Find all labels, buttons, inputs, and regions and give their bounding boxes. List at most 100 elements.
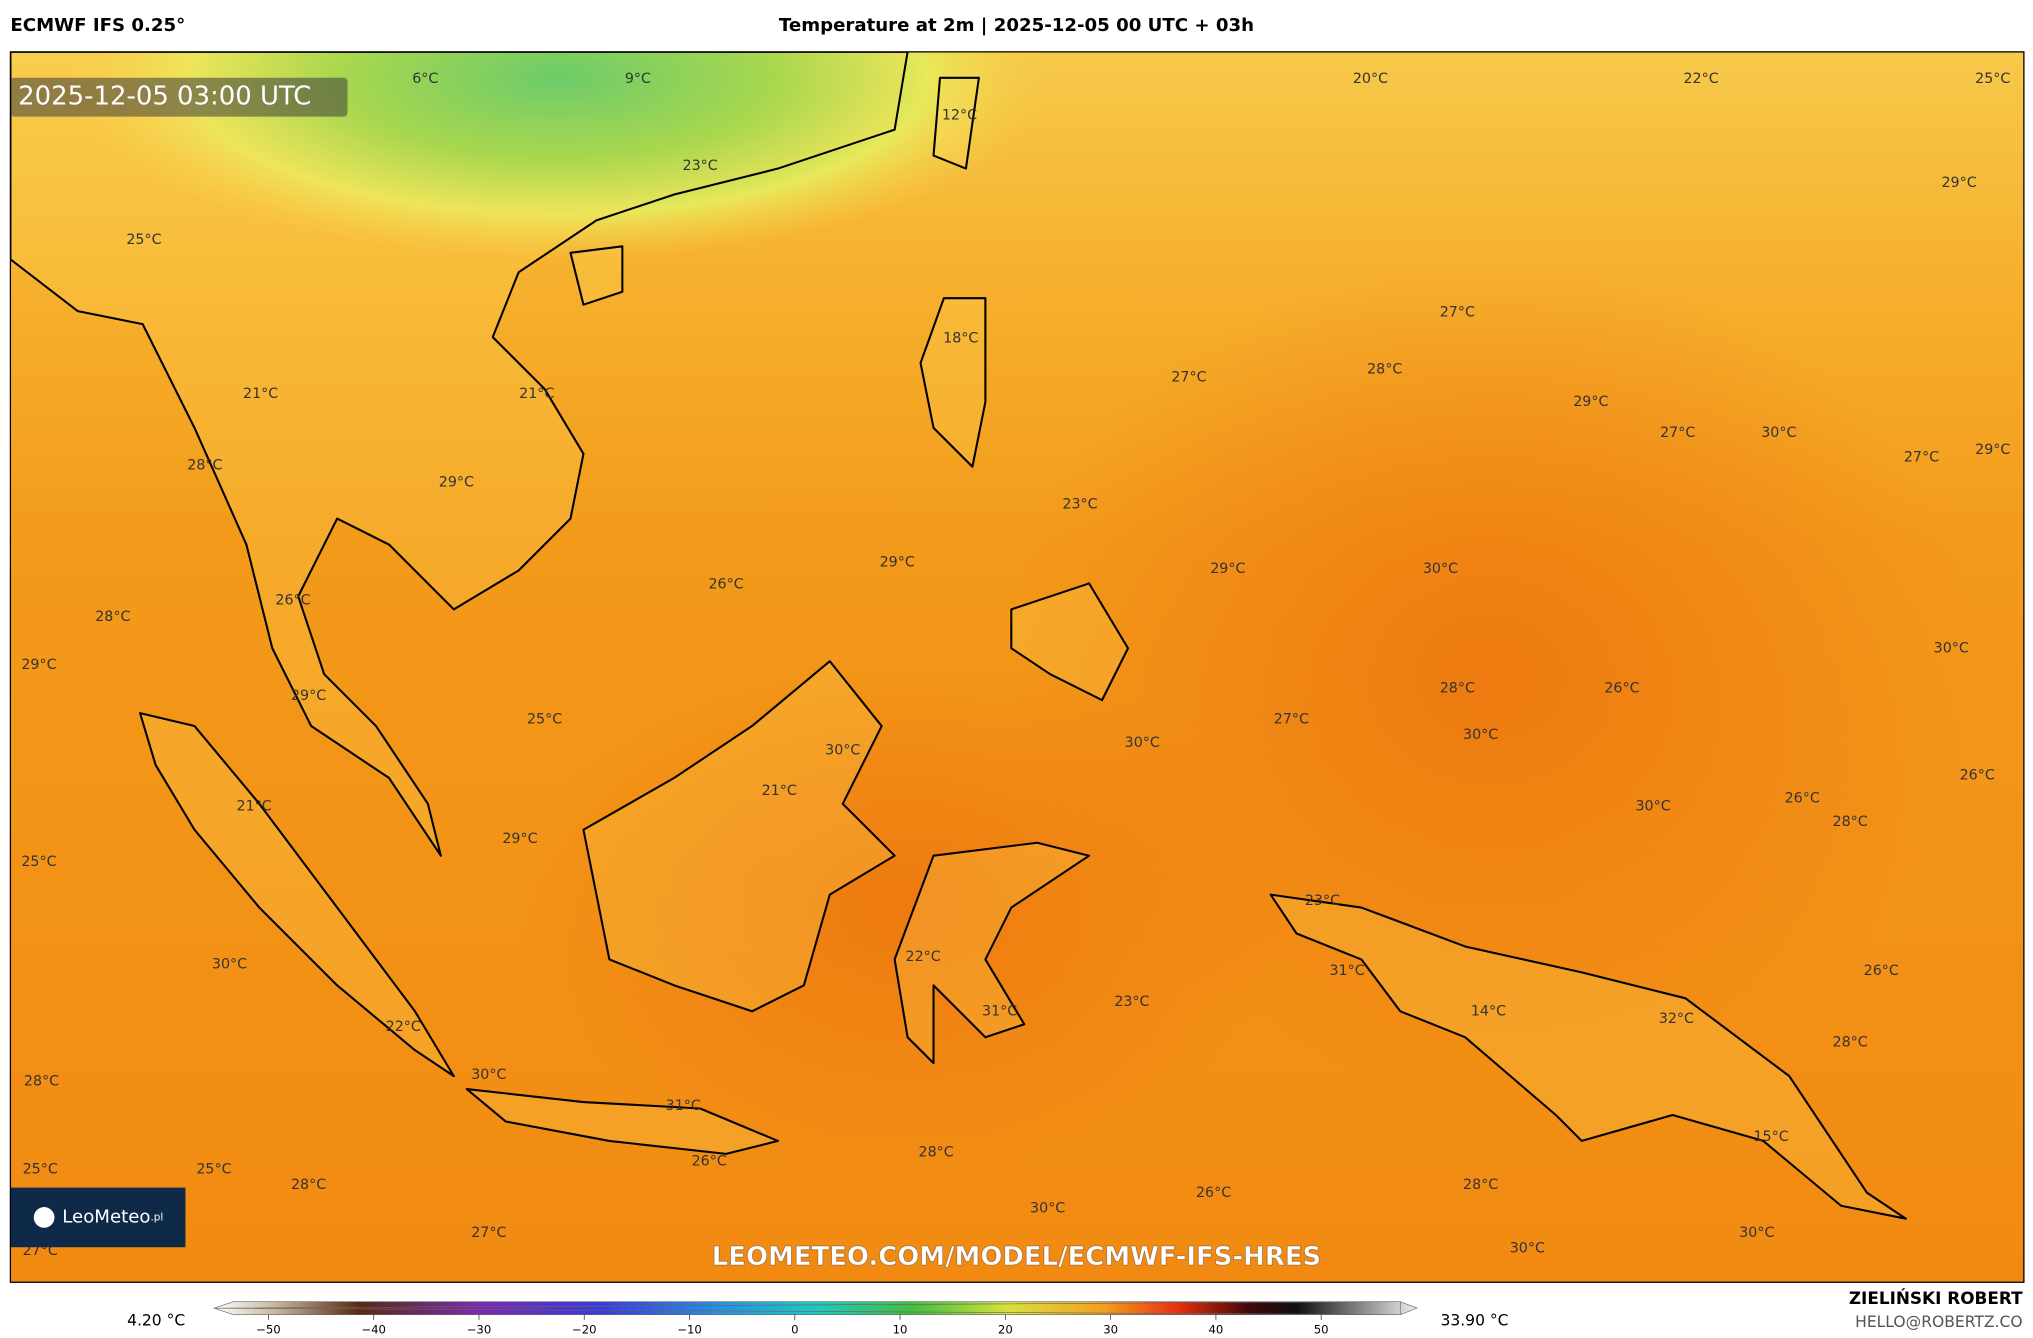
colorbar-ticks: −50 −40 −30 −20 −10 0 10 20 30 40 50	[256, 1314, 1329, 1337]
temperature-label: 30°C	[1125, 735, 1160, 751]
temperature-label: 28°C	[1833, 1034, 1868, 1050]
temperature-label: 21°C	[243, 386, 278, 402]
temperature-label: 30°C	[471, 1067, 506, 1083]
colorbar-tick-label: −40	[361, 1323, 386, 1337]
colorbar-tick-label: 0	[791, 1323, 798, 1337]
colorbar-tick-label: −10	[677, 1323, 702, 1337]
temperature-label: 28°C	[95, 609, 130, 625]
temperature-label: 30°C	[1635, 798, 1670, 814]
temperature-label: 25°C	[196, 1161, 231, 1177]
temperature-label: 28°C	[24, 1073, 59, 1089]
temperature-label: 30°C	[1030, 1200, 1065, 1216]
temperature-label: 30°C	[212, 957, 247, 973]
logo-suffix: .pl	[151, 1211, 164, 1223]
temperature-label: 31°C	[1330, 963, 1365, 979]
temperature-label: 6°C	[412, 71, 438, 87]
temperature-label: 29°C	[880, 555, 915, 571]
temperature-label: 29°C	[1975, 442, 2010, 458]
temperature-label: 27°C	[1904, 450, 1939, 466]
timestamp: 2025-12-05 03:00 UTC	[18, 82, 311, 112]
temperature-label: 25°C	[126, 232, 161, 248]
temperature-label: 25°C	[1975, 71, 2010, 87]
temperature-label: 23°C	[1305, 893, 1340, 909]
temperature-label: 27°C	[471, 1225, 506, 1241]
temperature-label: 30°C	[1463, 727, 1498, 743]
temperature-label: 30°C	[1423, 561, 1458, 577]
temperature-label: 26°C	[708, 577, 743, 593]
temperature-label: 29°C	[1941, 175, 1976, 191]
luzon	[919, 297, 987, 468]
temperature-label: 25°C	[23, 1161, 58, 1177]
temperature-label: 31°C	[982, 1003, 1017, 1019]
temperature-label: 20°C	[1353, 71, 1388, 87]
mainland-asia	[10, 51, 909, 857]
temperature-label: 18°C	[943, 330, 978, 346]
temperature-label: 30°C	[1510, 1241, 1545, 1257]
temperature-label: 9°C	[625, 71, 651, 87]
borneo	[582, 660, 896, 1013]
temperature-label: 23°C	[1114, 994, 1149, 1010]
temperature-label: 21°C	[237, 798, 272, 814]
colorbar-tick-label: −30	[467, 1323, 492, 1337]
temperature-label: 15°C	[1753, 1129, 1788, 1145]
email: HELLO@ROBERTZ.CO	[1855, 1313, 2022, 1331]
colorbar-tick-label: 30	[1103, 1323, 1118, 1337]
temperature-label: 28°C	[291, 1177, 326, 1193]
temperature-label: 22°C	[1683, 71, 1718, 87]
logo: LeoMeteo.pl	[62, 1206, 163, 1227]
temperature-label: 26°C	[692, 1154, 727, 1170]
temperature-label: 22°C	[906, 949, 941, 965]
temperature-label: 26°C	[1604, 680, 1639, 696]
map-title: Temperature at 2m | 2025-12-05 00 UTC + …	[779, 15, 1254, 36]
temperature-label: 27°C	[1274, 712, 1309, 728]
author: ZIELIŃSKI ROBERT	[1849, 1287, 2023, 1308]
new-guinea	[1269, 893, 1907, 1220]
timestamp-box	[10, 77, 348, 117]
map: 6°C 9°C 12°C 23°C 20°C 22°C 25°C 29°C 25°C 18°C 27…	[10, 51, 2024, 1283]
temperature-label: 12°C	[942, 107, 977, 123]
temperature-label: 28°C	[1367, 362, 1402, 378]
temperature-label: 23°C	[683, 158, 718, 174]
temperature-labels: 6°C 9°C 12°C 23°C 20°C 22°C 25°C 29°C 25°C 18°C 27…	[21, 71, 2010, 1259]
temperature-label: 26°C	[1196, 1185, 1231, 1201]
temperature-label: 21°C	[762, 783, 797, 799]
logo-sun	[33, 1207, 55, 1228]
java	[465, 1088, 779, 1155]
temperature-label: 29°C	[21, 657, 56, 673]
taiwan	[932, 76, 980, 170]
temperature-label: 30°C	[1934, 640, 1969, 656]
colorbar-tick-label: 40	[1208, 1323, 1223, 1337]
temperature-label: 29°C	[1573, 394, 1608, 410]
temperature-label: 30°C	[1739, 1225, 1774, 1241]
colorbar-tick-label: 50	[1314, 1323, 1329, 1337]
temperature-label: 23°C	[1062, 496, 1097, 512]
temperature-label: 25°C	[527, 712, 562, 728]
temperature-label: 27°C	[1660, 425, 1695, 441]
map-frame	[9, 51, 2025, 1283]
temperature-label: 29°C	[439, 474, 474, 490]
temperature-label: 31°C	[666, 1098, 701, 1114]
temperature-label: 29°C	[1210, 561, 1245, 577]
temperature-label: 30°C	[825, 743, 860, 759]
temperature-label: 28°C	[919, 1145, 954, 1161]
sulawesi	[893, 841, 1091, 1065]
temperature-label: 26°C	[275, 592, 310, 608]
temperature-label: 28°C	[1463, 1177, 1498, 1193]
logo-text: LeoMeteo	[62, 1206, 150, 1227]
temperature-label: 28°C	[187, 457, 222, 473]
legend-max: 33.90 °C	[1440, 1312, 1508, 1330]
colorbar-tick-label: 20	[998, 1323, 1013, 1337]
temperature-label: 14°C	[1471, 1003, 1506, 1019]
temperature-label: 21°C	[519, 386, 554, 402]
hainan	[569, 245, 624, 306]
temperature-label: 26°C	[1785, 791, 1820, 807]
temperature-label: 25°C	[21, 854, 56, 870]
temperature-label: 27°C	[1171, 369, 1206, 385]
model-name: ECMWF IFS 0.25°	[10, 15, 185, 36]
sumatra	[139, 712, 455, 1078]
watermark: LEOMETEO.COM/MODEL/ECMWF-IFS-HRES	[712, 1242, 1321, 1272]
colorbar-tick-label: −20	[572, 1323, 597, 1337]
warm-area	[518, 648, 1297, 1167]
colorbar	[212, 1301, 1419, 1315]
